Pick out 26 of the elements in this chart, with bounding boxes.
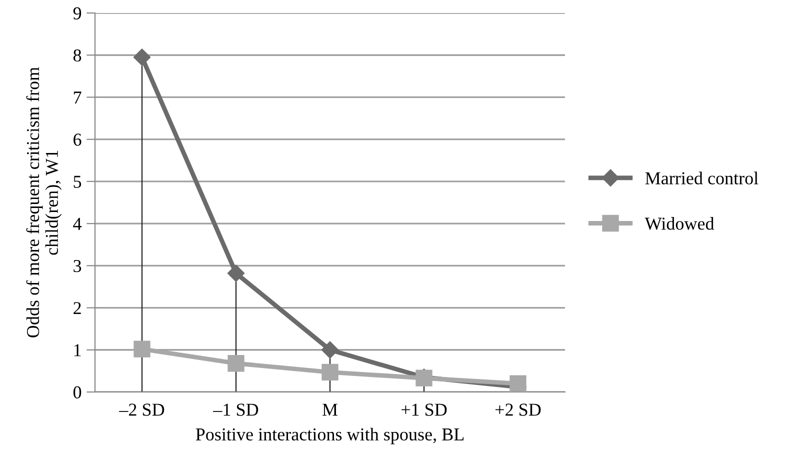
y-tick-label: 7 [74,92,82,104]
y-tick-label: 6 [74,134,82,146]
point [228,355,244,372]
y-tick-label: 4 [73,218,82,230]
point [321,341,339,358]
x-axis-title: Positive interactions with spouse, BL [196,428,464,444]
point [322,364,338,381]
y-tick-label: 2 [74,302,81,314]
y-tick-label: 1 [74,344,81,356]
legend-label: Married control [645,172,758,184]
y-tick-label: 5 [74,176,82,188]
y-tick-label: 3 [74,260,82,272]
legend-label: Widowed [644,217,714,230]
point [227,264,245,282]
x-tick-label: M [322,404,338,416]
x-tick-label: –2 SD [119,404,164,416]
y-tick-label: 0 [73,386,82,398]
y-tick-label: 8 [73,49,82,62]
x-tick-label: +2 SD [496,404,541,416]
x-tick-label: +1 SD [402,404,447,416]
point [134,340,150,358]
point [510,375,526,392]
y-axis-title: Odds of more frequent criticism from child(ren), W1 [26,67,62,338]
x-tick-label: –1 SD [213,404,258,416]
point [133,48,151,66]
y-tick-label: 9 [73,7,82,20]
